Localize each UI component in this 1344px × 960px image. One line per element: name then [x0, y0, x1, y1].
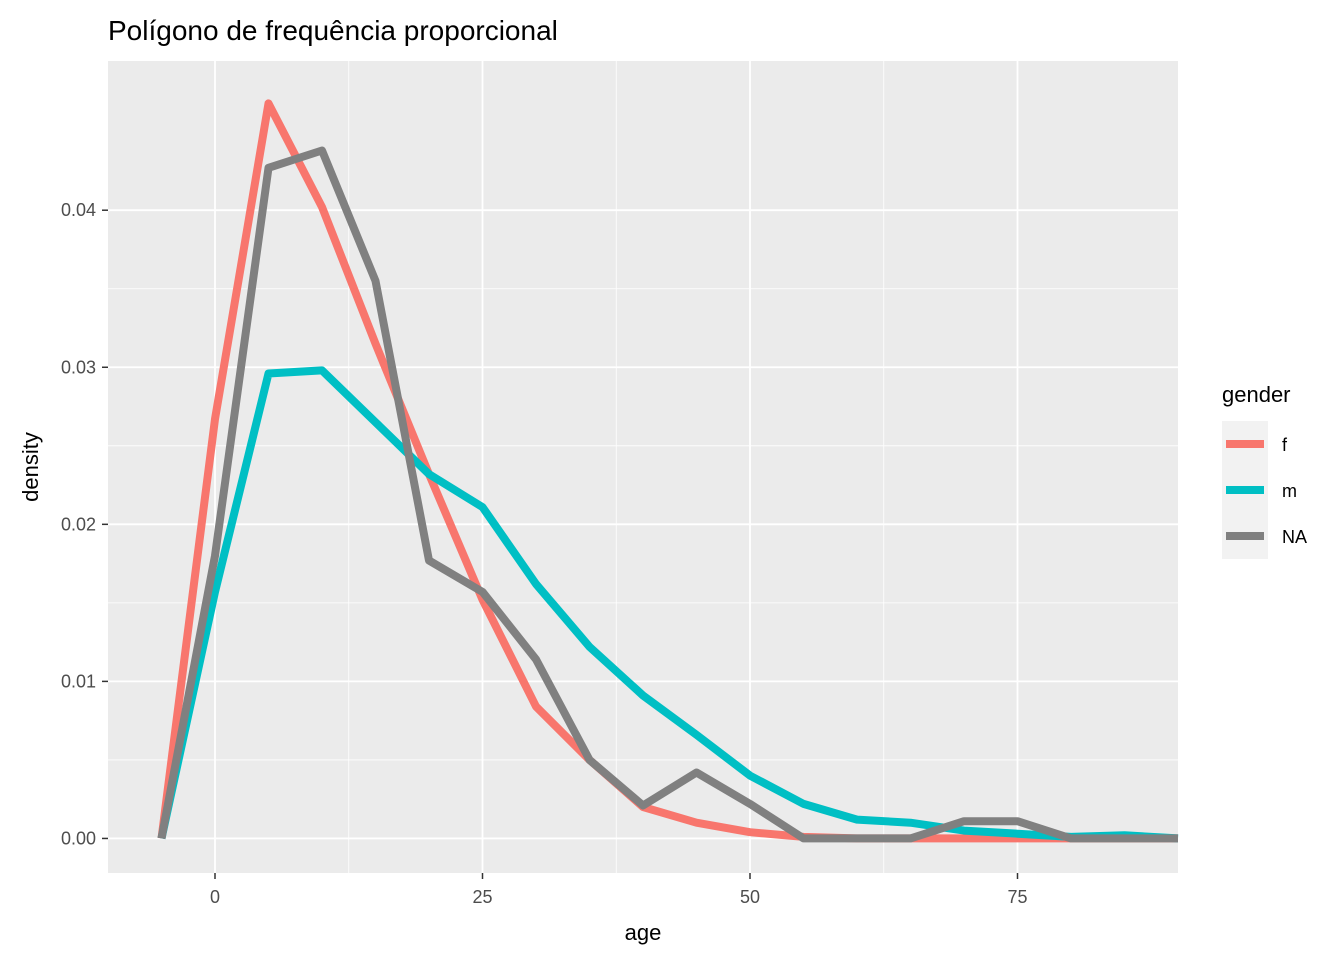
legend-label-f: f [1282, 435, 1288, 455]
y-tick-label: 0.00 [61, 828, 96, 848]
panel-background [108, 61, 1178, 873]
legend-label-m: m [1282, 481, 1297, 501]
y-axis: 0.00 0.01 0.02 0.03 0.04 [61, 200, 108, 848]
legend: gender f m NA [1222, 382, 1307, 559]
y-tick-label: 0.01 [61, 671, 96, 691]
plot-panel [108, 61, 1179, 873]
x-tick-label: 50 [740, 887, 760, 907]
legend-label-NA: NA [1282, 527, 1307, 547]
series-line-m [157, 366, 1179, 843]
x-tick-label: 25 [472, 887, 492, 907]
y-tick-label: 0.03 [61, 357, 96, 377]
x-tick-label: 0 [210, 887, 220, 907]
legend-title: gender [1222, 382, 1291, 407]
series-line-NA [157, 146, 1178, 843]
y-tick-label: 0.04 [61, 200, 96, 220]
series-line-f [157, 99, 1178, 843]
x-tick-label: 75 [1007, 887, 1027, 907]
x-axis: 0 25 50 75 [210, 873, 1028, 907]
x-axis-title: age [625, 920, 662, 945]
chart-title: Polígono de frequência proporcional [108, 15, 558, 46]
y-tick-label: 0.02 [61, 514, 96, 534]
y-axis-title: density [18, 432, 43, 502]
